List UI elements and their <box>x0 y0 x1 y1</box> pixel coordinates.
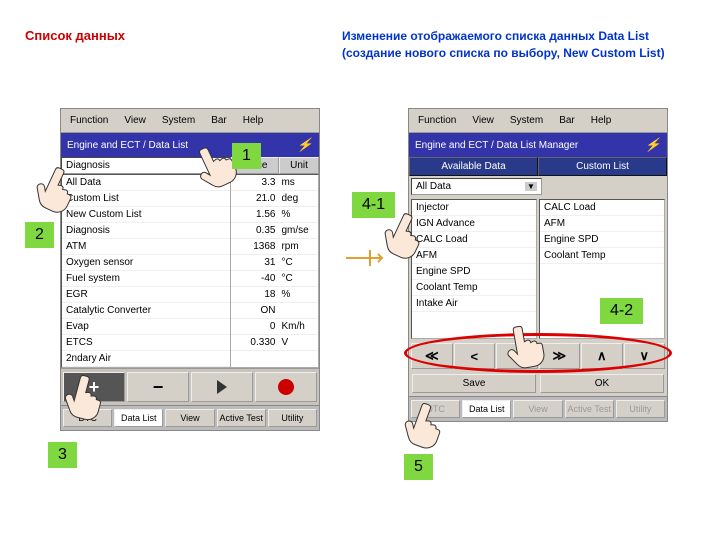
menu-function[interactable]: Function <box>63 113 115 128</box>
list-item[interactable]: AFM <box>412 248 536 264</box>
tab-view[interactable]: View <box>165 409 214 427</box>
arrow-between-icon <box>344 246 384 276</box>
head-custom: Custom List <box>538 157 667 176</box>
option[interactable]: Fuel system <box>62 271 230 287</box>
title-right-l2: (создание нового списка по выбору, New C… <box>342 45 665 62</box>
tab-utility[interactable]: Utility <box>616 400 665 418</box>
data-row: 0.35gm/se <box>231 223 318 239</box>
right-dropdown-value: All Data <box>416 181 451 192</box>
data-row: 1368rpm <box>231 239 318 255</box>
play-button[interactable] <box>191 372 253 402</box>
right-device: Function View System Bar Help Engine and… <box>408 108 668 422</box>
option[interactable]: EGR <box>62 287 230 303</box>
head-available: Available Data <box>409 157 538 176</box>
move-left-button[interactable]: < <box>454 343 496 369</box>
option[interactable]: Evap <box>62 319 230 335</box>
record-icon <box>278 379 294 395</box>
list-item[interactable]: Engine SPD <box>540 232 664 248</box>
menu-help[interactable]: Help <box>584 113 619 128</box>
move-down-button[interactable]: ∨ <box>624 343 666 369</box>
menu-system[interactable]: System <box>503 113 550 128</box>
menu-view[interactable]: View <box>117 113 153 128</box>
option[interactable]: Diagnosis <box>62 223 230 239</box>
menu-bar[interactable]: Bar <box>552 113 582 128</box>
menu-system[interactable]: System <box>155 113 202 128</box>
right-dropdown[interactable]: All Data ▼ <box>411 178 542 195</box>
tab-utility[interactable]: Utility <box>268 409 317 427</box>
move-all-left-button[interactable]: ≪ <box>411 343 453 369</box>
list-item[interactable]: CALC Load <box>540 200 664 216</box>
list-item[interactable]: AFM <box>540 216 664 232</box>
menu-view[interactable]: View <box>465 113 501 128</box>
data-row: 0.330V <box>231 335 318 351</box>
option[interactable]: ATM <box>62 239 230 255</box>
callout-2: 2 <box>25 222 54 248</box>
menu-help[interactable]: Help <box>236 113 271 128</box>
callout-42: 4-2 <box>600 298 643 324</box>
option[interactable]: New Custom List <box>62 207 230 223</box>
data-row: 1.56% <box>231 207 318 223</box>
tab-activetest[interactable]: Active Test <box>217 409 266 427</box>
menu-bar[interactable]: Bar <box>204 113 234 128</box>
list-item[interactable]: CALC Load <box>412 232 536 248</box>
title-right: Изменение отображаемого списка данных Da… <box>342 28 665 62</box>
bluebar-right: Engine and ECT / Data List Manager ⚡ <box>409 133 667 157</box>
ok-button[interactable]: OK <box>540 374 664 393</box>
option[interactable]: Oxygen sensor <box>62 255 230 271</box>
option[interactable]: ETCS <box>62 335 230 351</box>
list-item[interactable]: Intake Air <box>412 296 536 312</box>
menu-function[interactable]: Function <box>411 113 463 128</box>
data-row: -40°C <box>231 271 318 287</box>
bolt-icon: ⚡ <box>645 137 661 153</box>
col-unit: Unit <box>279 157 319 174</box>
list-item[interactable]: Engine SPD <box>412 264 536 280</box>
move-up-button[interactable]: ∧ <box>581 343 623 369</box>
list-item[interactable]: Coolant Temp <box>540 248 664 264</box>
data-row: 0Km/h <box>231 319 318 335</box>
title-left: Список данных <box>25 28 125 43</box>
callout-1: 1 <box>232 143 261 169</box>
data-row: 31°C <box>231 255 318 271</box>
hand-icon <box>494 316 552 374</box>
tab-view[interactable]: View <box>513 400 562 418</box>
save-button[interactable]: Save <box>412 374 536 393</box>
data-row: ON <box>231 303 318 319</box>
record-button[interactable] <box>255 372 317 402</box>
bluebar-left-text: Engine and ECT / Data List <box>67 140 188 151</box>
bolt-icon: ⚡ <box>297 137 313 153</box>
title-right-l1: Изменение отображаемого списка данных Da… <box>342 28 665 45</box>
callout-5: 5 <box>404 454 433 480</box>
list-item[interactable]: Injector <box>412 200 536 216</box>
tab-datalist[interactable]: Data List <box>114 409 163 427</box>
option[interactable]: 2ndary Air <box>62 351 230 367</box>
callout-41: 4-1 <box>352 192 395 218</box>
option[interactable]: Catalytic Converter <box>62 303 230 319</box>
data-row: 18% <box>231 287 318 303</box>
data-row: 21.0deg <box>231 191 318 207</box>
bluebar-right-text: Engine and ECT / Data List Manager <box>415 140 578 151</box>
chevron-down-icon: ▼ <box>525 182 537 191</box>
minus-button[interactable]: − <box>127 372 189 402</box>
menubar-right: Function View System Bar Help <box>409 109 667 133</box>
list-item[interactable]: Coolant Temp <box>412 280 536 296</box>
tab-activetest[interactable]: Active Test <box>565 400 614 418</box>
callout-3: 3 <box>48 442 77 468</box>
menubar: Function View System Bar Help <box>61 109 319 133</box>
play-icon <box>217 380 227 394</box>
tab-datalist[interactable]: Data List <box>462 400 511 418</box>
